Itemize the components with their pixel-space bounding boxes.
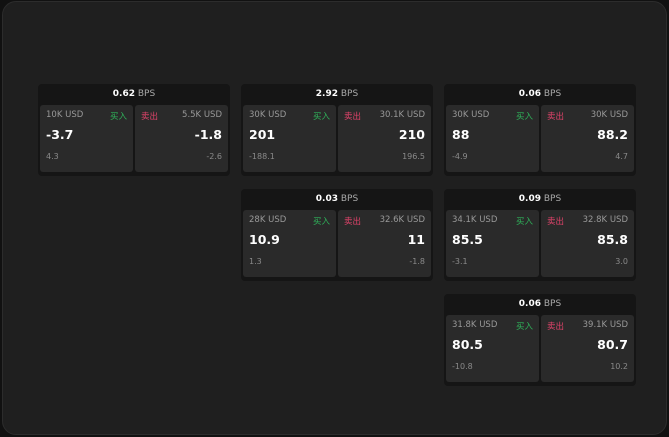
bid-change: 1.3 <box>249 257 262 266</box>
ask-price: 85.8 <box>597 232 628 247</box>
bid-price: 85.5 <box>452 232 483 247</box>
spread-value: 2.92 <box>315 89 338 99</box>
ask-change: 3.0 <box>615 257 628 266</box>
spread-header: 0.09 BPS <box>444 189 636 210</box>
sell-card[interactable]: 卖出 30.1K USD 210 196.5 <box>338 105 431 172</box>
ask-change: -2.6 <box>206 152 222 161</box>
quote-widget: 0.62 BPS 10K USD 买入 -3.7 4.3 卖出 5.5K USD -… <box>38 84 230 176</box>
buy-card[interactable]: 34.1K USD 买入 85.5 -3.1 <box>446 210 539 277</box>
sell-label[interactable]: 卖出 <box>547 322 565 332</box>
buy-card[interactable]: 30K USD 买入 201 -188.1 <box>243 105 336 172</box>
bid-size: 30K USD <box>249 110 287 120</box>
buy-label[interactable]: 买入 <box>515 112 533 122</box>
bid-size: 30K USD <box>452 110 490 120</box>
buy-card[interactable]: 30K USD 买入 88 -4.9 <box>446 105 539 172</box>
spread-value: 0.09 <box>518 194 541 204</box>
quote-widget: 2.92 BPS 30K USD 买入 201 -188.1 卖出 30.1K US… <box>241 84 433 176</box>
bid-price: 10.9 <box>249 232 280 247</box>
ask-size: 32.6K USD <box>379 215 425 225</box>
spread-unit: BPS <box>543 299 562 309</box>
ask-price: -1.8 <box>194 127 222 142</box>
ask-size: 32.8K USD <box>582 215 628 225</box>
bid-size: 28K USD <box>249 215 287 225</box>
ask-price: 11 <box>407 232 425 247</box>
ask-size: 39.1K USD <box>582 320 628 330</box>
ask-change: 10.2 <box>610 362 628 371</box>
sell-card[interactable]: 卖出 5.5K USD -1.8 -2.6 <box>135 105 228 172</box>
spread-value: 0.03 <box>315 194 338 204</box>
bid-price: -3.7 <box>46 127 74 142</box>
bid-change: -3.1 <box>452 257 468 266</box>
buy-label[interactable]: 买入 <box>312 112 330 122</box>
bid-price: 80.5 <box>452 337 483 352</box>
buy-label[interactable]: 买入 <box>515 217 533 227</box>
buy-card[interactable]: 28K USD 买入 10.9 1.3 <box>243 210 336 277</box>
quote-widget: 0.09 BPS 34.1K USD 买入 85.5 -3.1 卖出 32.8K U… <box>444 189 636 281</box>
sell-card[interactable]: 卖出 32.8K USD 85.8 3.0 <box>541 210 634 277</box>
buy-label[interactable]: 买入 <box>515 322 533 332</box>
ask-change: 4.7 <box>615 152 628 161</box>
spread-header: 0.06 BPS <box>444 294 636 315</box>
ask-change: -1.8 <box>409 257 425 266</box>
bid-size: 10K USD <box>46 110 84 120</box>
bid-price: 201 <box>249 127 276 142</box>
quote-widget: 0.06 BPS 31.8K USD 买入 80.5 -10.8 卖出 39.1K … <box>444 294 636 386</box>
bid-price: 88 <box>452 127 470 142</box>
bid-change: -4.9 <box>452 152 468 161</box>
ask-size: 30.1K USD <box>379 110 425 120</box>
quote-widget: 0.03 BPS 28K USD 买入 10.9 1.3 卖出 32.6K USD … <box>241 189 433 281</box>
spread-header: 0.62 BPS <box>38 84 230 105</box>
spread-value: 0.06 <box>518 89 541 99</box>
spread-value: 0.06 <box>518 299 541 309</box>
bid-change: 4.3 <box>46 152 59 161</box>
sell-label[interactable]: 卖出 <box>547 217 565 227</box>
sell-card[interactable]: 卖出 32.6K USD 11 -1.8 <box>338 210 431 277</box>
bid-change: -188.1 <box>249 152 275 161</box>
buy-card[interactable]: 31.8K USD 买入 80.5 -10.8 <box>446 315 539 382</box>
buy-card[interactable]: 10K USD 买入 -3.7 4.3 <box>40 105 133 172</box>
spread-unit: BPS <box>340 194 359 204</box>
ask-price: 88.2 <box>597 127 628 142</box>
sell-card[interactable]: 卖出 30K USD 88.2 4.7 <box>541 105 634 172</box>
spread-header: 0.03 BPS <box>241 189 433 210</box>
sell-label[interactable]: 卖出 <box>547 112 565 122</box>
sell-card[interactable]: 卖出 39.1K USD 80.7 10.2 <box>541 315 634 382</box>
sell-label[interactable]: 卖出 <box>344 217 362 227</box>
buy-label[interactable]: 买入 <box>312 217 330 227</box>
ask-size: 30K USD <box>590 110 628 120</box>
spread-unit: BPS <box>137 89 156 99</box>
ask-change: 196.5 <box>402 152 425 161</box>
sell-label[interactable]: 卖出 <box>141 112 159 122</box>
ask-size: 5.5K USD <box>182 110 222 120</box>
spread-unit: BPS <box>543 89 562 99</box>
ask-price: 210 <box>398 127 425 142</box>
spread-header: 2.92 BPS <box>241 84 433 105</box>
bid-size: 34.1K USD <box>452 215 498 225</box>
spread-unit: BPS <box>340 89 359 99</box>
bid-change: -10.8 <box>452 362 473 371</box>
buy-label[interactable]: 买入 <box>109 112 127 122</box>
spread-unit: BPS <box>543 194 562 204</box>
ask-price: 80.7 <box>597 337 628 352</box>
spread-header: 0.06 BPS <box>444 84 636 105</box>
bid-size: 31.8K USD <box>452 320 498 330</box>
quote-widget: 0.06 BPS 30K USD 买入 88 -4.9 卖出 30K USD 88.… <box>444 84 636 176</box>
sell-label[interactable]: 卖出 <box>344 112 362 122</box>
spread-value: 0.62 <box>112 89 135 99</box>
